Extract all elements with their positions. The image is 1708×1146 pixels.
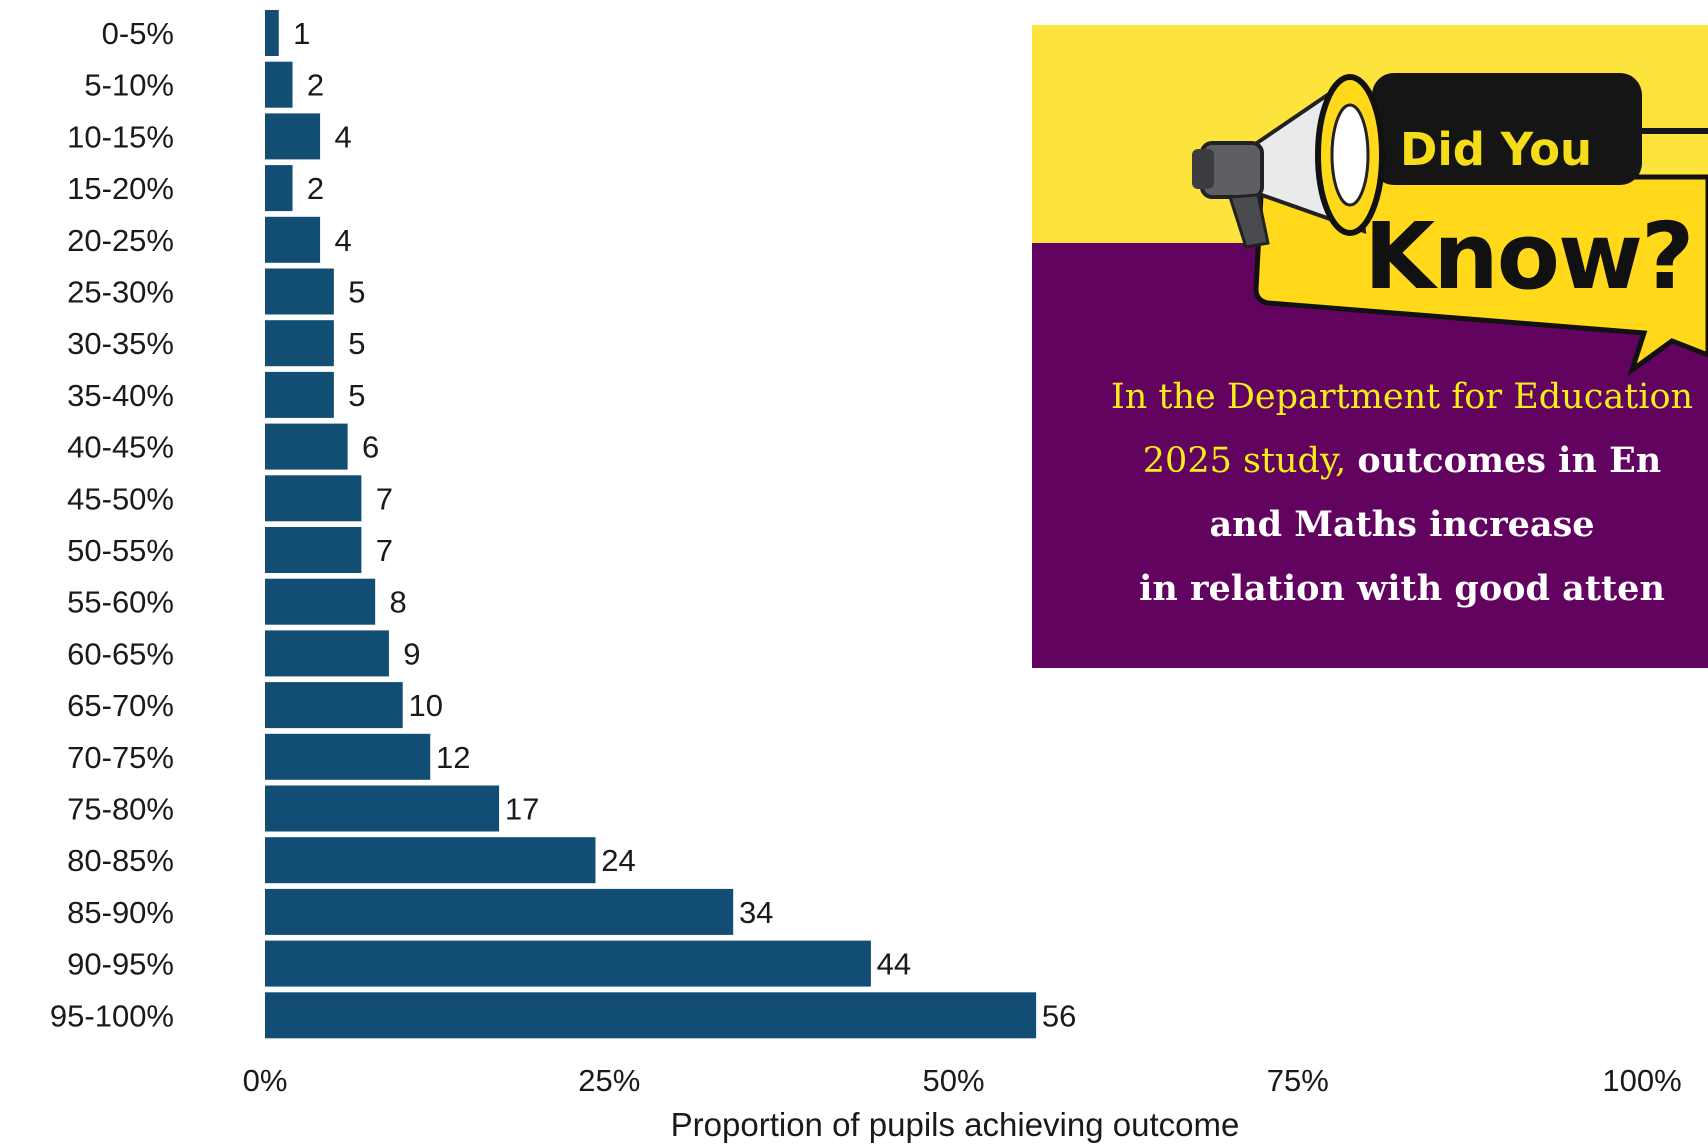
bar-75-80% [265, 785, 500, 832]
did-you-heading: Did You [1400, 123, 1593, 176]
x-tick-label: 75% [1267, 1063, 1329, 1098]
megaphone-body [1192, 74, 1385, 249]
bar-20-25% [265, 216, 321, 263]
category-label: 75-80% [67, 792, 174, 827]
value-label: 2 [307, 68, 324, 103]
value-label: 5 [348, 275, 365, 310]
value-label: 56 [1042, 998, 1076, 1033]
value-label: 10 [408, 688, 442, 723]
category-label: 90-95% [67, 947, 174, 982]
x-axis-title: Proportion of pupils achieving outcome [671, 1106, 1240, 1143]
category-label: 85-90% [67, 895, 174, 930]
value-label: 6 [362, 430, 379, 465]
category-label: 95-100% [50, 998, 174, 1033]
bar-0-5% [265, 10, 279, 56]
value-label: 44 [877, 947, 911, 982]
x-tick-label: 100% [1602, 1063, 1681, 1098]
value-label: 4 [334, 223, 351, 258]
know-heading: Know? [1364, 203, 1694, 310]
bar-65-70% [265, 682, 403, 729]
category-label: 15-20% [67, 171, 174, 206]
callout-line-1: In the Department for Education [1110, 377, 1694, 417]
bar-40-45% [265, 423, 348, 470]
bar-25-30% [265, 268, 334, 315]
callout-line-2-bold: outcomes in En [1357, 440, 1662, 481]
category-label: 80-85% [67, 843, 174, 878]
bar-35-40% [265, 371, 334, 418]
callout-line-2-prefix: 2025 study, [1142, 441, 1347, 481]
bar-50-55% [265, 527, 362, 573]
bar-10-15% [265, 113, 321, 160]
value-label: 9 [403, 636, 420, 671]
category-label: 55-60% [67, 585, 174, 620]
callout-line-3: and Maths increase [1209, 504, 1595, 545]
category-label: 45-50% [67, 481, 174, 516]
bar-95-100% [265, 992, 1037, 1039]
speech-bubble-icon [1253, 174, 1708, 377]
value-label: 34 [739, 895, 773, 930]
megaphone-icon [1192, 73, 1708, 377]
bar-60-65% [265, 630, 389, 677]
category-label: 0-5% [102, 16, 174, 51]
category-label: 5-10% [84, 68, 174, 103]
value-label: 5 [348, 378, 365, 413]
category-label: 40-45% [67, 430, 174, 465]
label-pill [1372, 73, 1642, 185]
bar-85-90% [265, 888, 734, 935]
x-tick-label: 25% [578, 1063, 640, 1098]
x-tick-label: 0% [243, 1063, 288, 1098]
category-label: 35-40% [67, 378, 174, 413]
x-tick-labels: 0% 25% 50% 75% 100% [243, 1063, 1682, 1098]
category-label: 50-55% [67, 533, 174, 568]
callout-line-4: in relation with good atten [1139, 568, 1665, 609]
category-label: 25-30% [67, 275, 174, 310]
value-label: 1 [293, 16, 310, 51]
value-label: 8 [390, 585, 407, 620]
bar-90-95% [265, 940, 871, 987]
value-label: 4 [334, 119, 351, 154]
category-label: 30-35% [67, 326, 174, 361]
bars-group [265, 10, 1037, 1039]
value-label: 12 [436, 740, 470, 775]
category-label: 60-65% [67, 636, 174, 671]
bar-30-35% [265, 320, 334, 367]
value-label: 2 [307, 171, 324, 206]
category-label: 70-75% [67, 740, 174, 775]
category-label: 10-15% [67, 119, 174, 154]
value-label: 7 [376, 481, 393, 516]
value-label: 5 [348, 326, 365, 361]
bar-80-85% [265, 837, 596, 884]
value-label: 24 [601, 843, 635, 878]
did-you-know-callout: Did You Know? In the Department for Educ… [1032, 25, 1708, 668]
category-labels: 0-5% 5-10% 10-15% 15-20% 20-25% 25-30% 30-35% 3… [50, 16, 174, 1033]
bar-5-10% [265, 61, 293, 108]
callout-body: In the Department for Education 2025 stu… [1032, 365, 1708, 621]
bar-55-60% [265, 578, 376, 625]
value-label: 17 [505, 792, 539, 827]
x-tick-label: 50% [922, 1063, 984, 1098]
bar-70-75% [265, 733, 431, 780]
category-label: 20-25% [67, 223, 174, 258]
bar-15-20% [265, 165, 293, 212]
value-label: 7 [376, 533, 393, 568]
category-label: 65-70% [67, 688, 174, 723]
bar-45-50% [265, 475, 362, 522]
